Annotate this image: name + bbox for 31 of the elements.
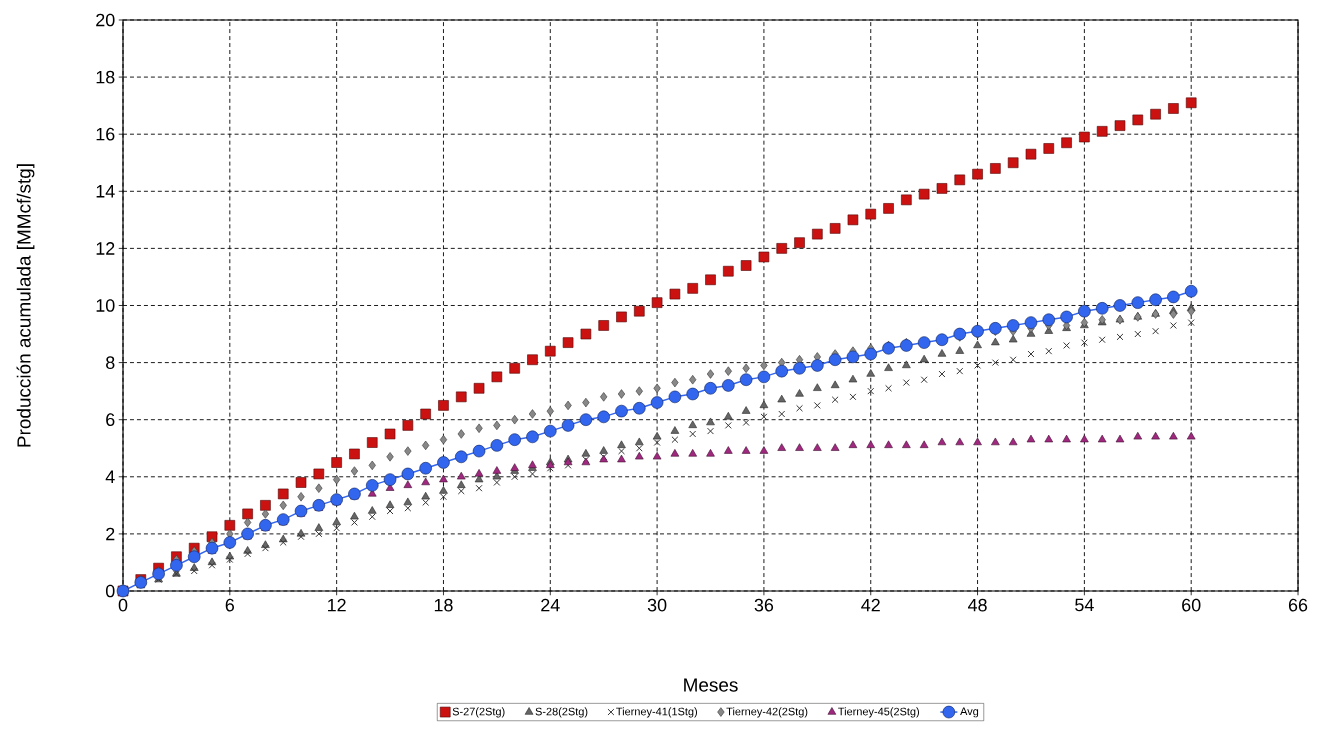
- x-tick-label: 60: [1182, 598, 1201, 612]
- y-tick-label: 6: [106, 413, 115, 427]
- y-tick-label: 14: [96, 185, 115, 198]
- y-tick-label: 4: [105, 470, 115, 483]
- x-axis-title: Meses: [684, 678, 738, 692]
- y-tick-label: 18: [96, 70, 115, 84]
- x-tick-label: 42: [861, 598, 880, 612]
- x-tick-label: 30: [647, 598, 667, 612]
- x-tick-label: 48: [967, 598, 987, 612]
- legend-label: Tierney-41(1Stg): [616, 707, 697, 718]
- legend-label: S-28(2Stg): [535, 707, 588, 718]
- x-tick-label: 24: [541, 598, 560, 612]
- x-tick-label: 36: [754, 598, 774, 612]
- x-tick-label: 0: [118, 598, 128, 612]
- x-tick-label: 18: [434, 598, 453, 612]
- y-tick-label: 16: [96, 127, 115, 141]
- y-tick-label: 0: [105, 584, 115, 598]
- y-tick-label: 2: [106, 527, 115, 541]
- x-tick-label: 66: [1288, 598, 1308, 612]
- y-axis-title: Producción acumulada [MMcf/stg]: [16, 164, 35, 447]
- y-tick-label: 10: [96, 299, 115, 312]
- x-tick-label: 54: [1075, 598, 1094, 612]
- y-tick-label: 8: [106, 356, 115, 369]
- x-tick-label: 6: [225, 598, 235, 612]
- legend-label: Tierney-45(2Stg): [838, 707, 919, 718]
- legend-label: S-27(2Stg): [452, 707, 505, 718]
- legend-label: Tierney-42(2Stg): [726, 707, 808, 718]
- x-tick-label: 12: [328, 598, 346, 612]
- y-tick-label: 12: [96, 242, 115, 255]
- y-tick-label: 20: [96, 13, 115, 27]
- legend-label: Avg: [960, 707, 979, 718]
